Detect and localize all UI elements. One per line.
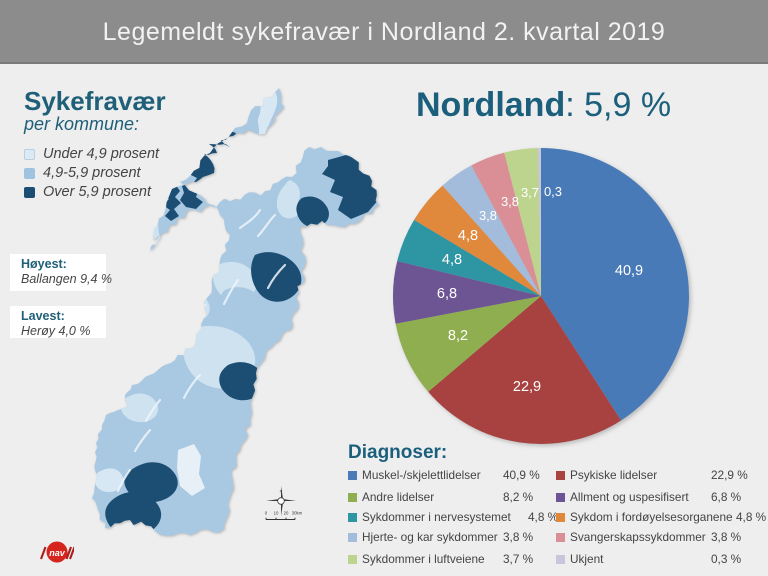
svg-text:4,8: 4,8	[458, 228, 478, 244]
svg-text:10: 10	[274, 511, 279, 516]
svg-text:3,8: 3,8	[479, 208, 497, 223]
svg-text:N: N	[280, 490, 283, 494]
svg-text:40,9: 40,9	[615, 263, 643, 279]
svg-text:0,3: 0,3	[544, 184, 562, 199]
svg-text:4,8: 4,8	[442, 252, 462, 268]
svg-text:3,7: 3,7	[521, 185, 539, 200]
svg-text:20: 20	[284, 511, 289, 516]
svg-text:nav: nav	[49, 548, 66, 558]
svg-text:30km: 30km	[292, 511, 303, 516]
svg-text:6,8: 6,8	[437, 286, 457, 302]
svg-text:3,8: 3,8	[501, 194, 519, 209]
svg-text:0: 0	[265, 511, 268, 516]
svg-text:22,9: 22,9	[513, 379, 541, 395]
svg-text:8,2: 8,2	[448, 328, 468, 344]
